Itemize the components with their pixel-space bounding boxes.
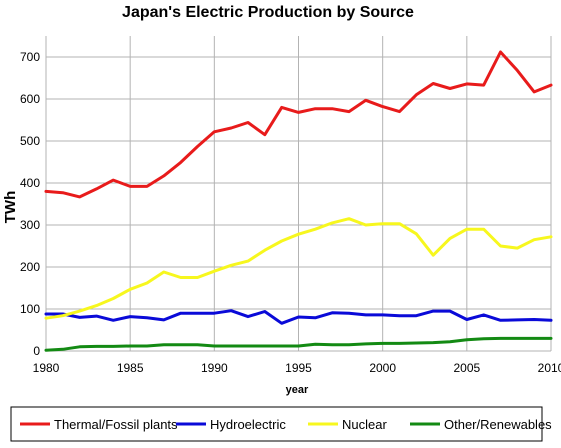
grid [45,36,552,352]
legend-label-thermal-fossil-plants: Thermal/Fossil plants [54,417,178,432]
series-line-nuclear [44,217,553,320]
legend: Thermal/Fossil plants Hydroelectric Nuclea… [10,406,552,442]
y-tick-label: 400 [20,176,40,190]
x-tick-label: 1985 [117,361,144,375]
x-tick-label: 1995 [285,361,312,375]
series-line-hydroelectric [44,309,553,325]
axes [45,36,552,352]
y-axis-label: TWh [2,191,19,223]
legend-label-hydroelectric: Hydroelectric [210,417,286,432]
legend-box [10,406,543,442]
y-tick-label: 0 [33,344,40,358]
legend-label-nuclear: Nuclear [342,417,387,432]
series-lines [44,50,553,352]
x-tick-label: 1990 [201,361,228,375]
series-line-other-renewables [44,336,553,352]
x-axis-label: year [286,384,309,396]
tick-labels: 0 100 200 300 400 500 600 700 1980 1985 1990 1995 20… [20,50,561,375]
y-tick-label: 200 [20,260,40,274]
y-tick-label: 700 [20,50,40,64]
x-tick-label: 1980 [33,361,60,375]
y-tick-label: 300 [20,218,40,232]
series-line-thermal-fossil-plants [44,50,553,199]
y-tick-label: 600 [20,92,40,106]
chart-title: Japan's Electric Production by Source [122,4,414,21]
y-tick-label: 500 [20,134,40,148]
legend-label-other-renewables: Other/Renewables [444,417,552,432]
x-tick-label: 2010 [538,361,561,375]
x-tick-label: 2000 [369,361,396,375]
x-tick-label: 2005 [453,361,480,375]
y-tick-label: 100 [20,302,40,316]
